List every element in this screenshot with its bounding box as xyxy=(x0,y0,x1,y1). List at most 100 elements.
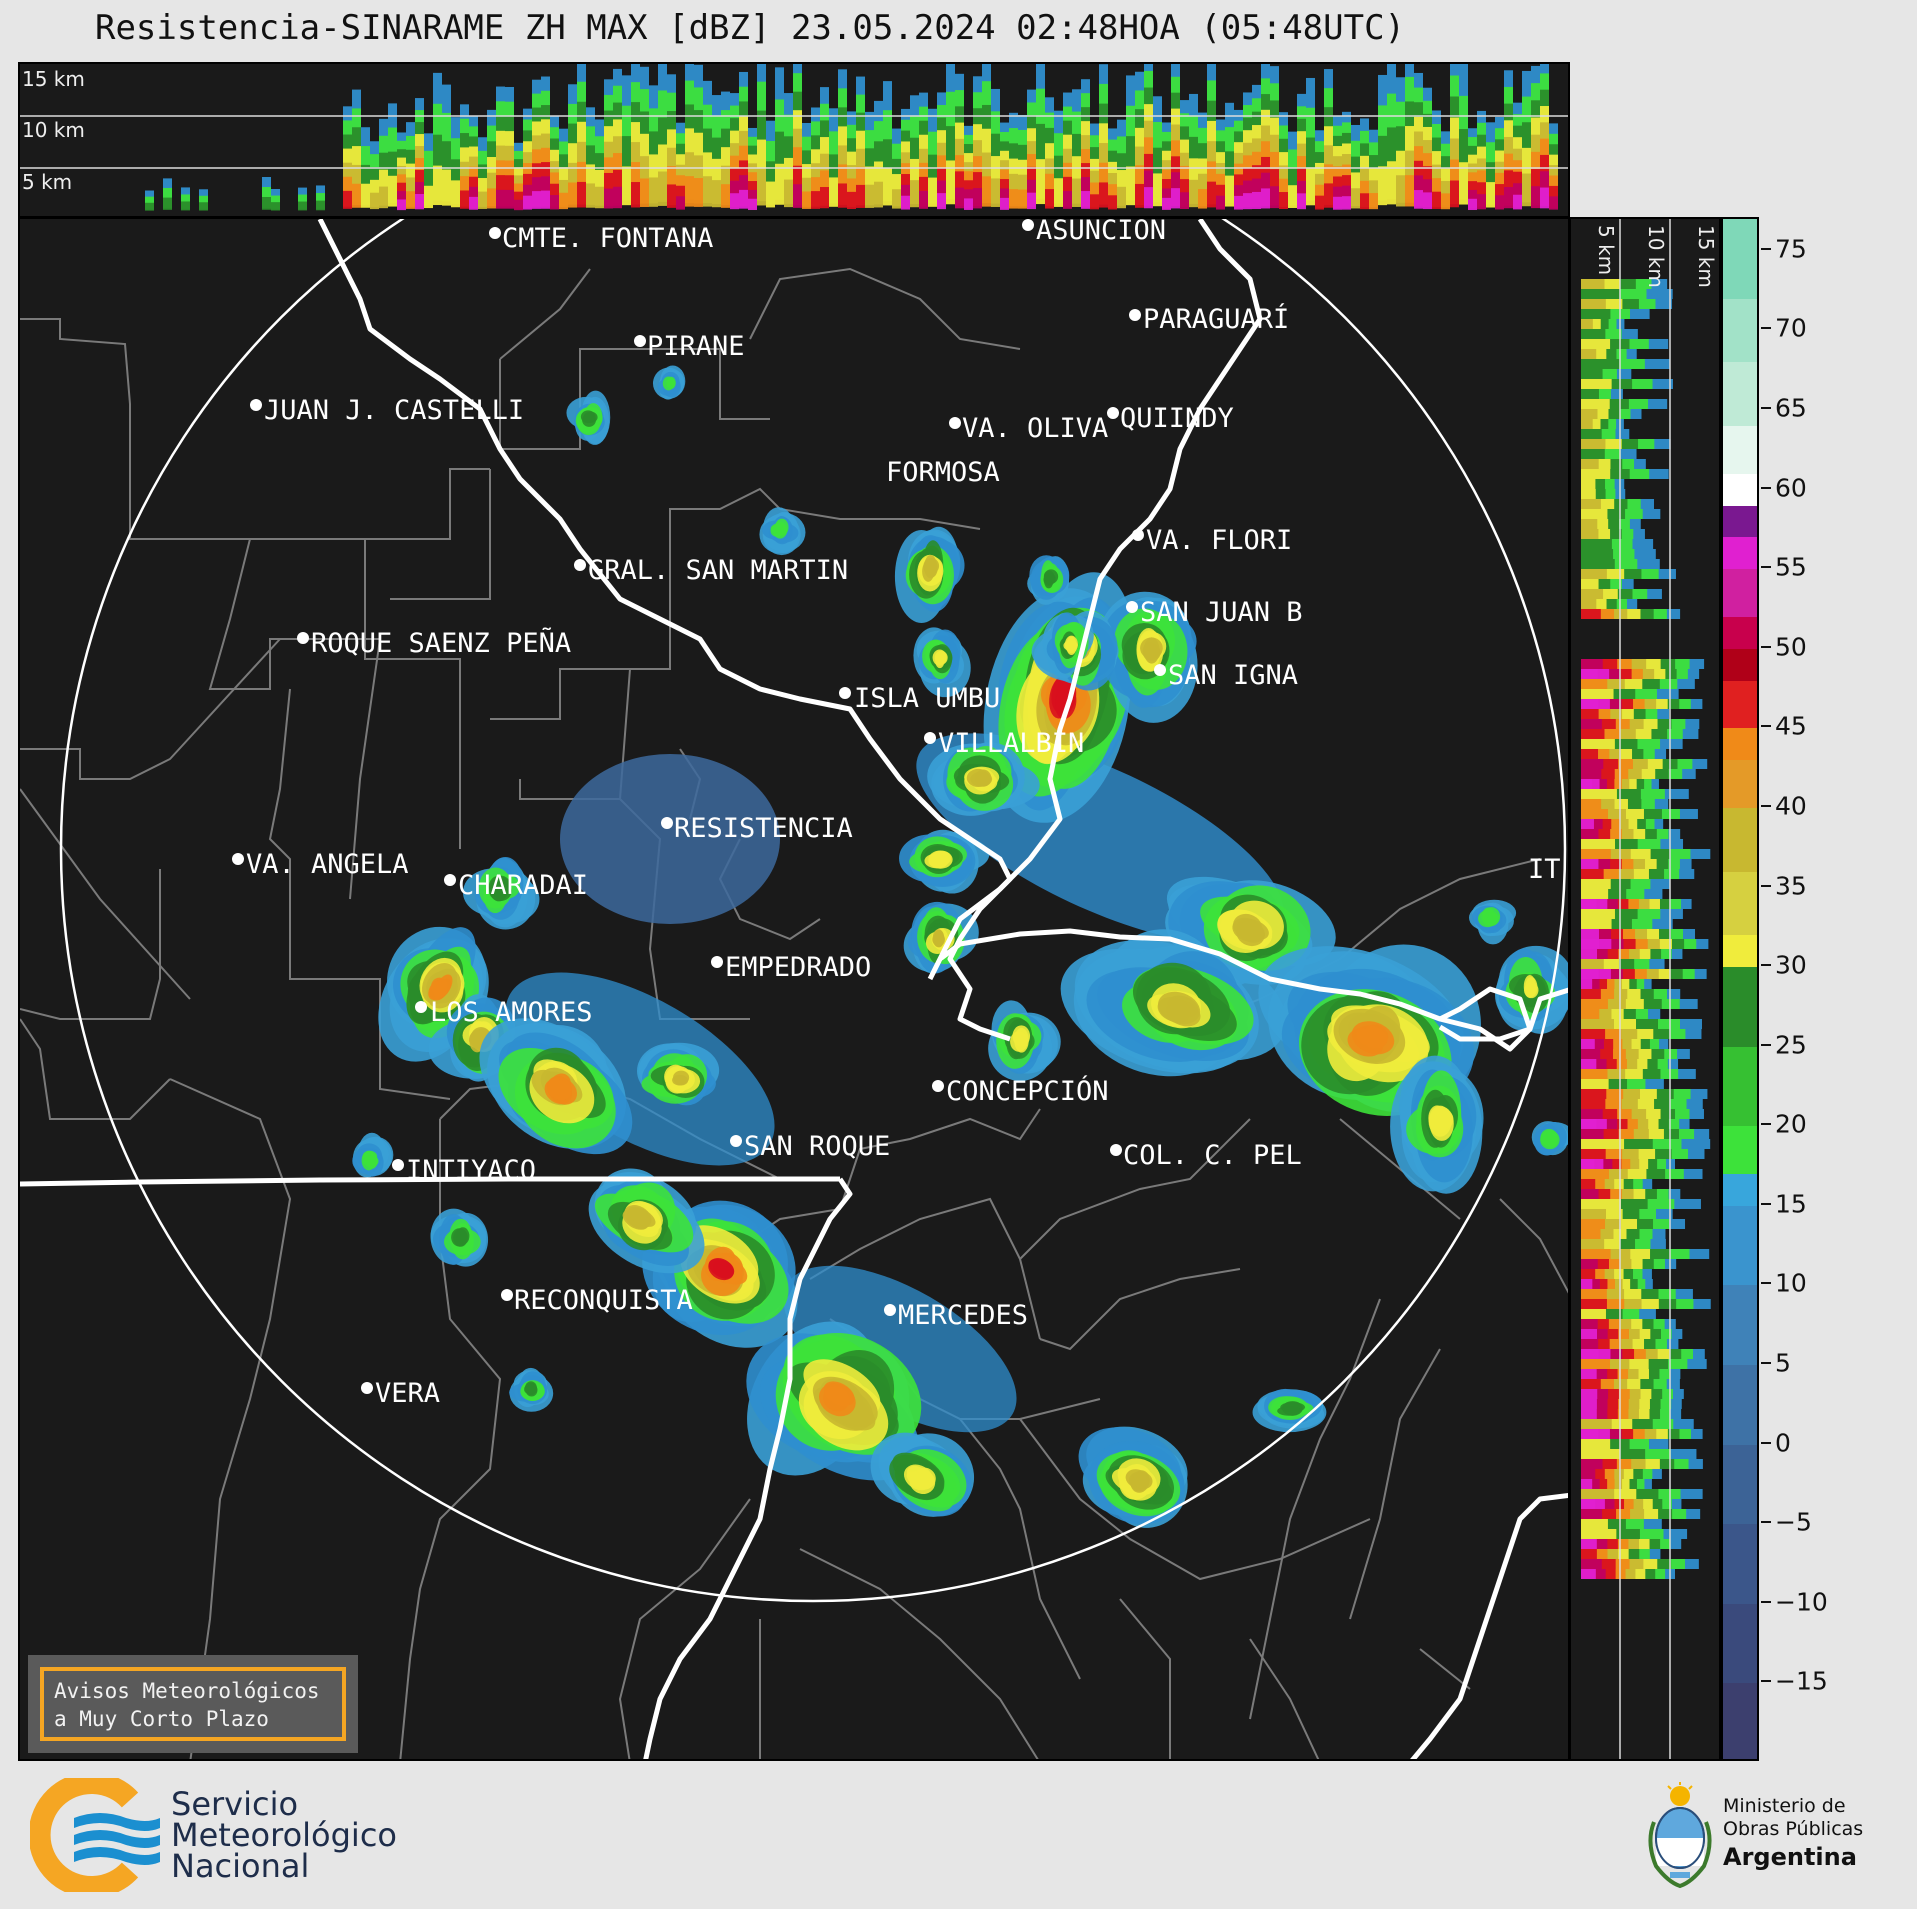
colorbar-tick-label: 25 xyxy=(1775,1030,1807,1060)
city-dot xyxy=(574,559,586,571)
reflectivity-colorbar xyxy=(1721,217,1759,1761)
top-label-15km: 15 km xyxy=(22,67,85,91)
place-label: CONCEPCIÓN xyxy=(946,1075,1109,1107)
colorbar-band xyxy=(1723,219,1757,299)
radar-map-svg: CMTE. FONTANA ASUNCIÓN PARAGUARÍ PIRANE JUAN… xyxy=(20,219,1568,1759)
place-empedrado: EMPEDRADO xyxy=(711,952,871,983)
city-dot xyxy=(711,956,723,968)
international-borders xyxy=(20,219,1568,1759)
place-charadai: CHARADAI xyxy=(444,870,588,901)
top-profile-echoes xyxy=(145,64,1558,211)
reflectivity-echoes xyxy=(352,365,1568,1528)
place-label: LOS AMORES xyxy=(430,997,593,1028)
colorbar-band xyxy=(1723,425,1757,474)
warning-box[interactable]: Avisos Meteorológicos a Muy Corto Plazo xyxy=(28,1655,358,1753)
city-dot xyxy=(392,1159,404,1171)
top-vertical-profile-panel: 15 km 10 km 5 km xyxy=(18,62,1570,218)
colorbar-tick xyxy=(1761,486,1771,489)
colorbar-tick-label: 50 xyxy=(1775,632,1807,662)
colorbar-band xyxy=(1723,1046,1757,1127)
city-dot xyxy=(1126,601,1138,613)
colorbar-tick xyxy=(1761,1600,1771,1603)
colorbar-tick-label: −10 xyxy=(1775,1587,1828,1617)
place-quiindy: QUIINDY xyxy=(1107,403,1234,434)
colorbar-tick-label: 35 xyxy=(1775,871,1807,901)
colorbar-tick-label: 0 xyxy=(1775,1428,1791,1458)
colorbar-tick xyxy=(1761,1043,1771,1046)
warning-box-border[interactable]: Avisos Meteorológicos a Muy Corto Plazo xyxy=(40,1667,346,1741)
place-pirane: PIRANE xyxy=(634,331,745,362)
colorbar-tick-label: 65 xyxy=(1775,393,1807,423)
colorbar-tick-label: 40 xyxy=(1775,791,1807,821)
place-paraguarí: PARAGUARÍ xyxy=(1129,303,1289,335)
colorbar-tick-label: 20 xyxy=(1775,1109,1807,1139)
colorbar-band xyxy=(1723,1205,1757,1286)
city-dot xyxy=(730,1135,742,1147)
place-label: FORMOSA xyxy=(886,457,1000,488)
top-label-5km: 5 km xyxy=(22,170,72,194)
city-dot xyxy=(1129,309,1141,321)
top-label-10km: 10 km xyxy=(22,118,85,142)
colorbar-band xyxy=(1723,1174,1757,1206)
colorbar-band xyxy=(1723,473,1757,506)
colorbar-tick-label: 15 xyxy=(1775,1189,1807,1219)
place-label: CHARADAI xyxy=(458,870,588,901)
city-dot xyxy=(1154,664,1166,676)
place-va-angela: VA. ANGELA xyxy=(232,849,409,880)
colorbar-tick xyxy=(1761,566,1771,569)
city-dot xyxy=(949,417,961,429)
city-dot xyxy=(932,1080,944,1092)
ministerio-line-3: Argentina xyxy=(1723,1843,1857,1871)
place-roque-saenz-peña: ROQUE SAENZ PEÑA xyxy=(297,627,571,659)
colorbar-tick xyxy=(1761,804,1771,807)
side-label-15km: 15 km xyxy=(1694,225,1718,288)
place-resistencia: RESISTENCIA xyxy=(661,813,853,844)
city-dot xyxy=(1022,219,1034,231)
colorbar-band xyxy=(1723,871,1757,936)
colorbar-tick-label: 55 xyxy=(1775,552,1807,582)
place-villalbin: VILLALBIN xyxy=(924,728,1084,759)
city-dot xyxy=(361,1382,373,1394)
place-it: IT xyxy=(1528,854,1561,885)
city-dot xyxy=(444,874,456,886)
place-san-igna: SAN IGNA xyxy=(1154,660,1298,691)
radar-map[interactable]: CMTE. FONTANA ASUNCIÓN PARAGUARÍ PIRANE JUAN… xyxy=(18,217,1570,1761)
colorbar-tick-label: 75 xyxy=(1775,234,1807,264)
place-label: ROQUE SAENZ PEÑA xyxy=(311,627,571,659)
place-concepción: CONCEPCIÓN xyxy=(932,1075,1109,1107)
colorbar-tick-label: 45 xyxy=(1775,711,1807,741)
place-label: SAN ROQUE xyxy=(744,1131,890,1162)
colorbar-tick xyxy=(1761,645,1771,648)
range-ring xyxy=(59,219,1567,1603)
city-dot xyxy=(232,853,244,865)
place-label: PIRANE xyxy=(647,331,745,362)
colorbar-tick-label: 70 xyxy=(1775,313,1807,343)
city-dot xyxy=(1107,407,1119,419)
colorbar-band xyxy=(1723,537,1757,570)
place-intiyaco: INTIYACO xyxy=(392,1155,536,1186)
place-label: GRAL. SAN MARTIN xyxy=(588,555,848,586)
colorbar-tick-label: 10 xyxy=(1775,1268,1807,1298)
place-vera: VERA xyxy=(361,1378,440,1409)
colorbar-tick xyxy=(1761,884,1771,887)
city-dot xyxy=(634,335,646,347)
colorbar-tick-label: −5 xyxy=(1775,1507,1812,1537)
place-san-juan-b: SAN JUAN B xyxy=(1126,597,1303,628)
place-label: CMTE. FONTANA xyxy=(502,223,713,254)
colorbar-band xyxy=(1723,1683,1757,1759)
colorbar-tick xyxy=(1761,1680,1771,1683)
place-isla-umbu: ISLA UMBU xyxy=(839,683,1000,714)
place-label: ASUNCIÓN xyxy=(1036,219,1166,246)
place-label: EMPEDRADO xyxy=(725,952,871,983)
place-juan-j-castelli: JUAN J. CASTELLI xyxy=(250,395,524,426)
city-dot xyxy=(1110,1144,1122,1156)
colorbar-tick xyxy=(1761,327,1771,330)
side-profile-echoes xyxy=(1581,279,1711,1579)
place-label: RECONQUISTA xyxy=(514,1285,693,1316)
place-label: SAN IGNA xyxy=(1168,660,1298,691)
place-va-oliva: VA. OLIVA xyxy=(949,413,1108,444)
colorbar-band xyxy=(1723,1285,1757,1366)
argentina-coat-of-arms-icon xyxy=(1648,1782,1712,1889)
colorbar-band xyxy=(1723,1126,1757,1175)
city-dot xyxy=(661,817,673,829)
